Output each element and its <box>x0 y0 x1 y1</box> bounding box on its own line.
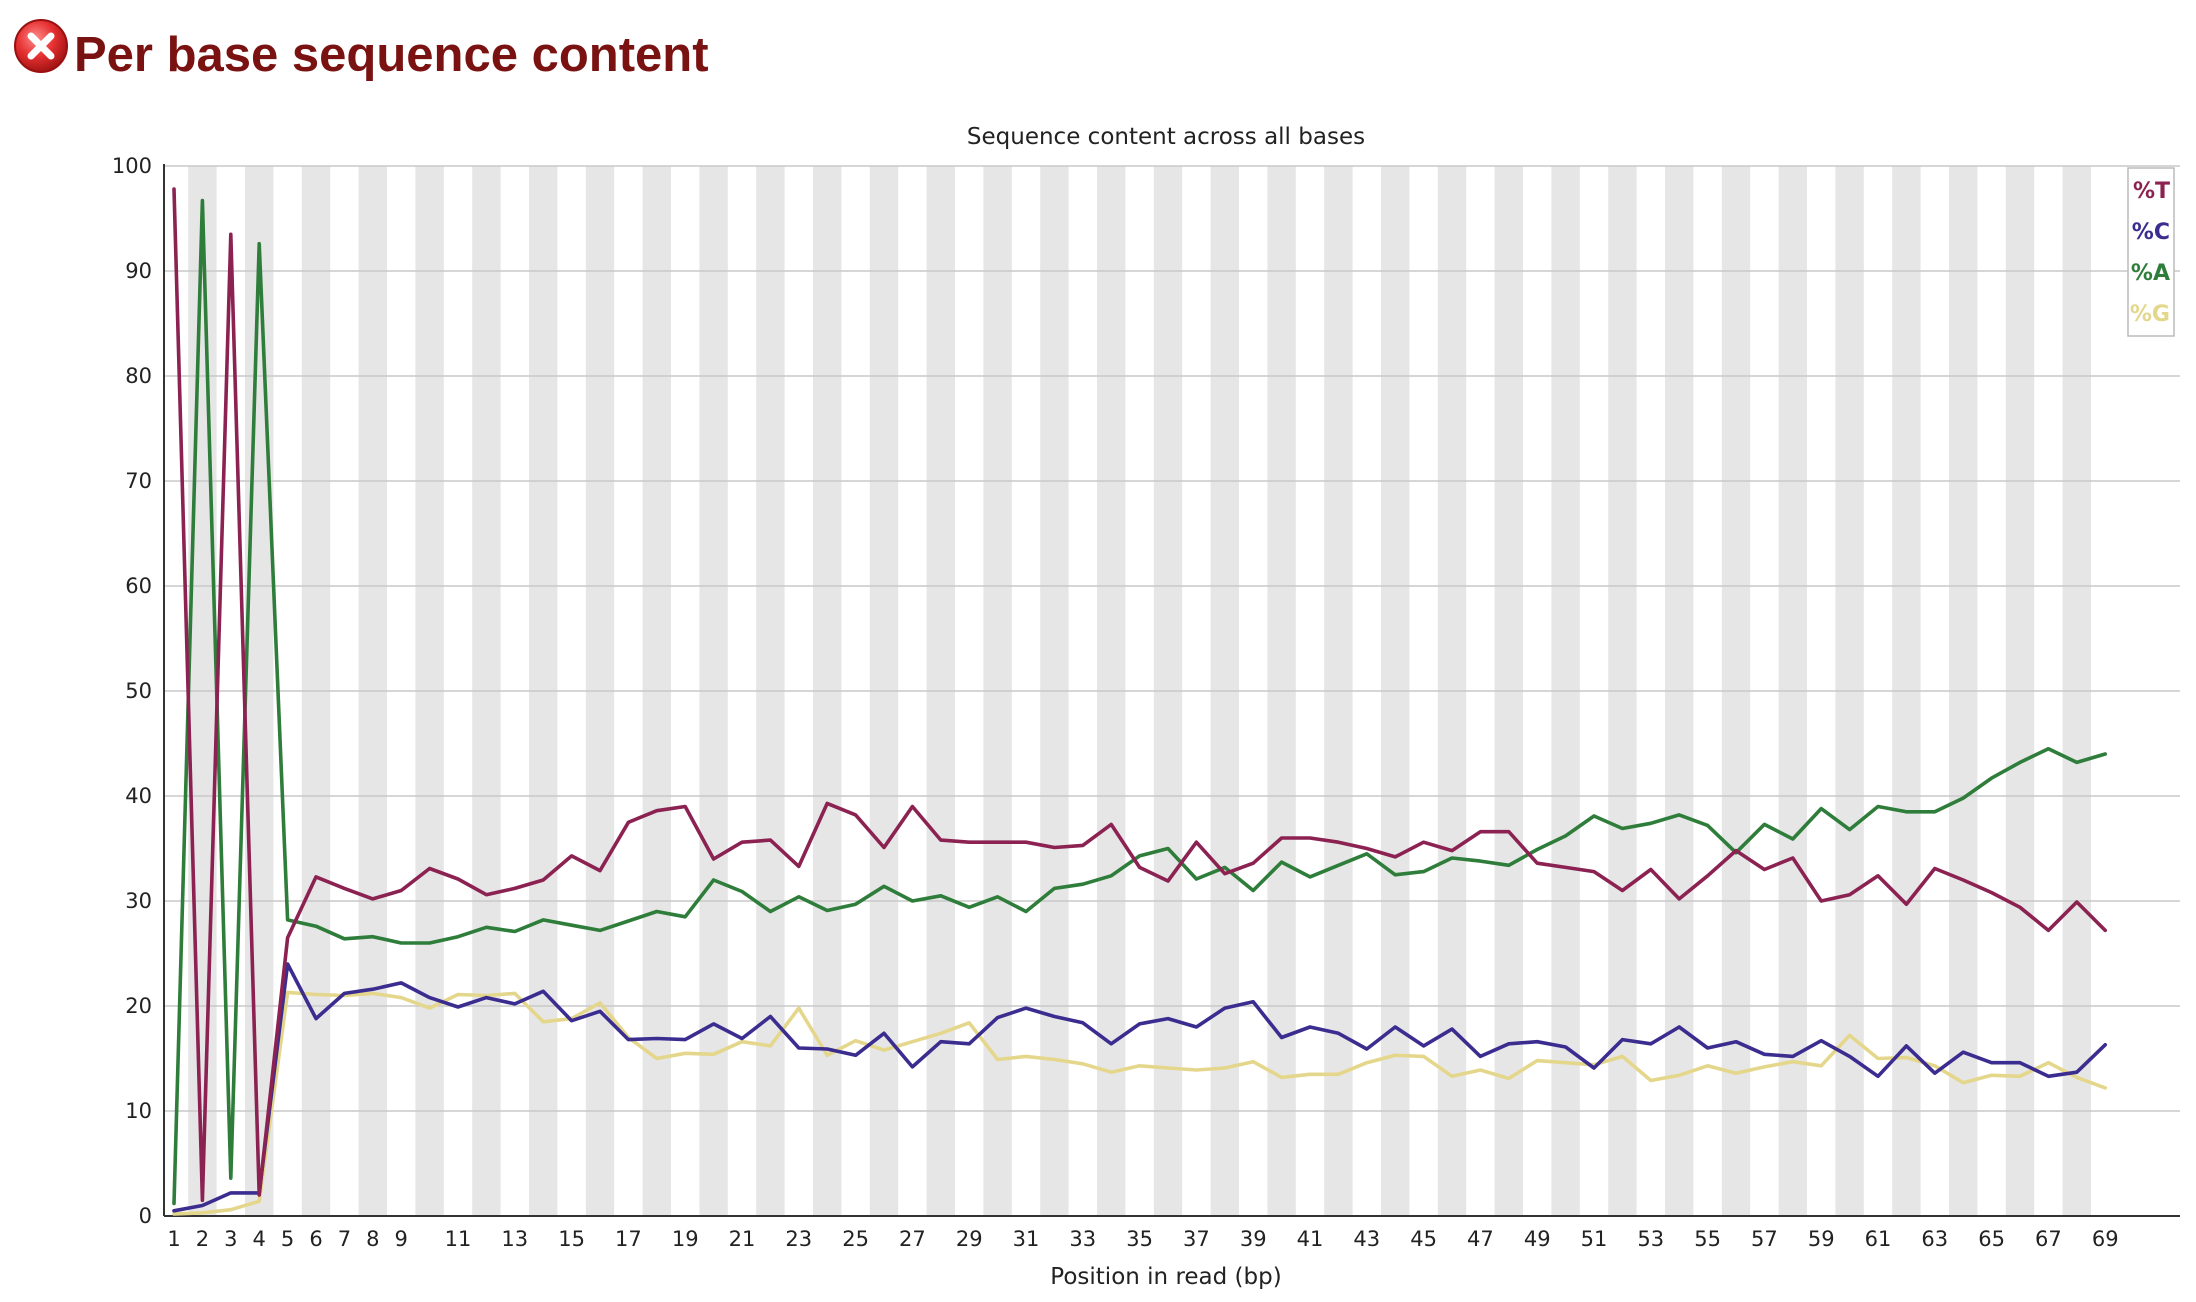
y-tick-label: 10 <box>125 1099 152 1123</box>
x-tick-label: 9 <box>395 1227 408 1251</box>
x-tick-label: 53 <box>1637 1227 1664 1251</box>
x-tick-label: 13 <box>501 1227 528 1251</box>
y-tick-label: 60 <box>125 574 152 598</box>
x-tick-label: 17 <box>615 1227 642 1251</box>
x-tick-label: 61 <box>1865 1227 1892 1251</box>
x-tick-label: 35 <box>1126 1227 1153 1251</box>
x-tick-label: 65 <box>1978 1227 2005 1251</box>
y-tick-label: 100 <box>112 154 152 178</box>
legend-entry: %A <box>2131 261 2170 286</box>
page-title: Per base sequence content <box>74 28 709 82</box>
x-tick-labels: 1 2 3 4 5 6 7 8 9 11 13 15 17 19 21 23 25 27 29 31 33 35 37 39 4… <box>167 1227 2118 1251</box>
x-tick-label: 69 <box>2092 1227 2119 1251</box>
legend-entry: %T <box>2133 179 2170 204</box>
x-tick-label: 2 <box>196 1227 209 1251</box>
x-tick-label: 43 <box>1353 1227 1380 1251</box>
y-tick-label: 80 <box>125 364 152 388</box>
axes <box>163 164 2180 1217</box>
x-tick-label: 4 <box>253 1227 266 1251</box>
x-tick-label: 25 <box>842 1227 869 1251</box>
x-tick-label: 29 <box>956 1227 983 1251</box>
x-tick-label: 1 <box>167 1227 180 1251</box>
legend: %T %C %A %G <box>2127 167 2175 337</box>
y-tick-labels: 0 10 20 30 40 50 60 70 80 90 100 <box>112 154 152 1228</box>
x-tick-label: 3 <box>224 1227 237 1251</box>
x-tick-label: 67 <box>2035 1227 2062 1251</box>
series-line-pct-a <box>172 198 2107 1206</box>
series-line-pct-t <box>172 187 2107 1203</box>
x-tick-label: 27 <box>899 1227 926 1251</box>
x-tick-label: 57 <box>1751 1227 1778 1251</box>
y-tick-label: 0 <box>139 1204 152 1228</box>
y-tick-label: 40 <box>125 784 152 808</box>
x-tick-label: 37 <box>1183 1227 1210 1251</box>
x-tick-label: 49 <box>1524 1227 1551 1251</box>
x-tick-label: 15 <box>558 1227 585 1251</box>
x-tick-label: 7 <box>338 1227 351 1251</box>
series-line-pct-g <box>172 990 2107 1216</box>
y-tick-label: 70 <box>125 469 152 493</box>
y-tick-label: 30 <box>125 889 152 913</box>
x-tick-label: 63 <box>1921 1227 1948 1251</box>
section-header: Per base sequence content <box>12 10 709 82</box>
x-tick-label: 47 <box>1467 1227 1494 1251</box>
series-line-pct-c <box>172 962 2107 1213</box>
x-tick-label: 39 <box>1240 1227 1267 1251</box>
x-tick-label: 59 <box>1808 1227 1835 1251</box>
x-tick-label: 8 <box>366 1227 379 1251</box>
x-tick-label: 31 <box>1013 1227 1040 1251</box>
x-tick-label: 19 <box>672 1227 699 1251</box>
y-tick-label: 50 <box>125 679 152 703</box>
legend-entry: %G <box>2130 302 2170 327</box>
y-tick-label: 90 <box>125 259 152 283</box>
legend-entry: %C <box>2132 220 2170 245</box>
x-tick-label: 5 <box>281 1227 294 1251</box>
legend-box <box>2127 167 2175 337</box>
x-tick-label: 55 <box>1694 1227 1721 1251</box>
x-tick-label: 6 <box>309 1227 322 1251</box>
x-axis-label: Position in read (bp) <box>1050 1264 1281 1290</box>
fail-x-icon <box>14 19 68 73</box>
x-tick-label: 45 <box>1410 1227 1437 1251</box>
chart-title: Sequence content across all bases <box>967 124 1365 150</box>
x-tick-label: 33 <box>1069 1227 1096 1251</box>
series-lines <box>172 187 2107 1216</box>
x-tick-label: 21 <box>729 1227 756 1251</box>
x-tick-label: 23 <box>785 1227 812 1251</box>
y-tick-label: 20 <box>125 994 152 1018</box>
x-tick-label: 11 <box>445 1227 472 1251</box>
x-tick-label: 41 <box>1297 1227 1324 1251</box>
x-tick-label: 51 <box>1581 1227 1608 1251</box>
